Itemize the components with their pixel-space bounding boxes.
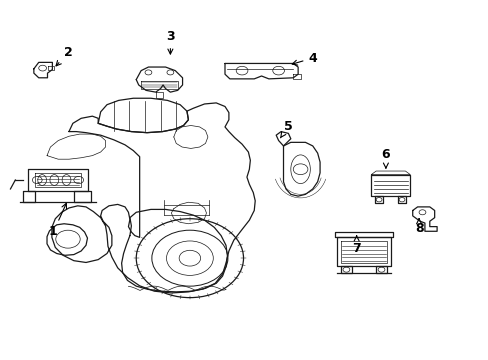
Text: 1: 1 <box>49 203 66 238</box>
Text: 7: 7 <box>351 236 360 255</box>
Text: 2: 2 <box>56 46 72 66</box>
Text: 8: 8 <box>414 219 423 235</box>
Text: 5: 5 <box>280 120 292 138</box>
Text: 6: 6 <box>381 148 389 168</box>
Text: 3: 3 <box>166 30 174 54</box>
Text: 4: 4 <box>292 51 317 65</box>
